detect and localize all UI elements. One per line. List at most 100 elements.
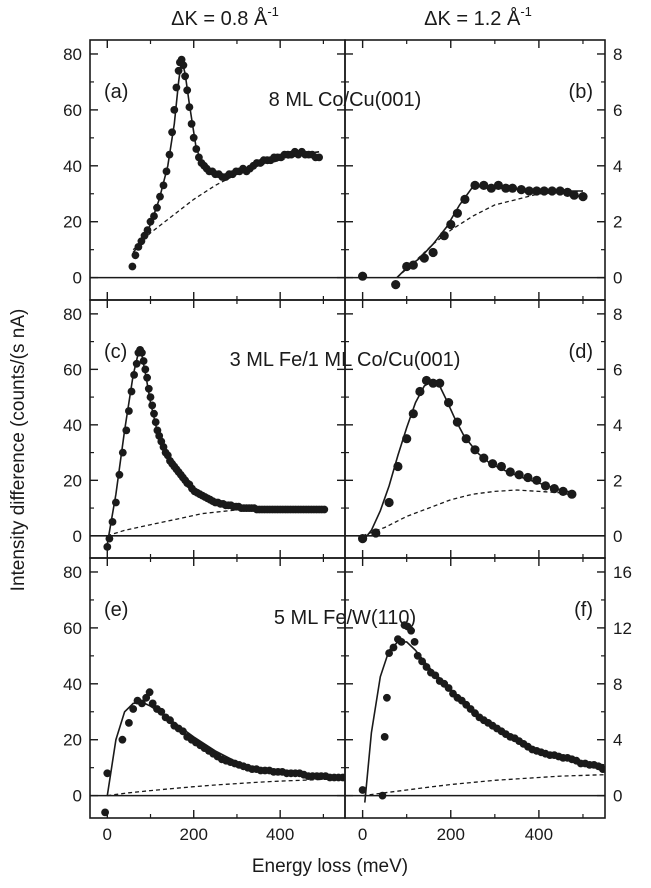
data-point bbox=[103, 769, 112, 778]
data-point bbox=[539, 186, 549, 196]
background-curve bbox=[107, 506, 325, 537]
data-point bbox=[446, 219, 456, 230]
y-tick-label: 40 bbox=[63, 675, 82, 694]
data-point bbox=[105, 534, 114, 543]
data-point bbox=[181, 72, 190, 81]
data-point bbox=[470, 180, 480, 190]
data-point bbox=[380, 733, 389, 741]
y-tick-label: 20 bbox=[63, 471, 82, 490]
data-point bbox=[144, 384, 153, 393]
data-point bbox=[168, 128, 177, 137]
data-point bbox=[187, 120, 196, 128]
data-point bbox=[118, 448, 127, 457]
data-point bbox=[185, 103, 194, 111]
data-point bbox=[148, 401, 157, 410]
data-point bbox=[115, 470, 124, 479]
panel-label-b: (b) bbox=[569, 81, 593, 103]
data-point bbox=[146, 217, 155, 226]
panel-label-e: (e) bbox=[104, 599, 128, 621]
x-tick-label: 200 bbox=[437, 825, 465, 844]
data-point bbox=[444, 684, 453, 692]
data-point bbox=[505, 467, 515, 477]
data-point bbox=[150, 212, 158, 221]
data-point bbox=[192, 145, 201, 153]
data-point bbox=[431, 671, 440, 680]
data-point bbox=[159, 181, 168, 190]
y-tick-label: 60 bbox=[63, 360, 82, 379]
data-point bbox=[397, 638, 406, 646]
fit-curve bbox=[106, 351, 325, 545]
data-point bbox=[108, 518, 117, 526]
x-tick-label: 0 bbox=[358, 825, 367, 844]
column-title-right-exponent: -1 bbox=[520, 4, 532, 19]
y-tick-label: 20 bbox=[63, 731, 82, 750]
data-point bbox=[419, 253, 429, 263]
data-point bbox=[179, 727, 187, 736]
data-point bbox=[103, 543, 112, 551]
data-point bbox=[444, 398, 454, 408]
data-point bbox=[507, 183, 518, 193]
data-point bbox=[428, 378, 438, 388]
data-point bbox=[122, 426, 131, 435]
data-point bbox=[162, 167, 171, 176]
panel-label-a: (a) bbox=[104, 81, 128, 103]
y-tick-label: 40 bbox=[63, 416, 82, 435]
data-point bbox=[384, 497, 394, 508]
y-tick-label: 4 bbox=[613, 416, 622, 435]
data-point bbox=[558, 486, 568, 496]
y-tick-label: 80 bbox=[63, 45, 82, 64]
data-point bbox=[141, 365, 150, 374]
y-tick-label: 8 bbox=[613, 675, 622, 694]
data-point bbox=[170, 106, 179, 114]
column-title-left: ΔK = 0.8 Å-1 bbox=[171, 4, 279, 30]
data-point bbox=[516, 185, 526, 195]
panel-frame bbox=[89, 39, 346, 301]
data-point bbox=[598, 765, 605, 773]
panel-frame bbox=[344, 39, 606, 301]
data-point bbox=[479, 180, 489, 190]
fit-curve bbox=[106, 701, 345, 796]
data-point bbox=[183, 86, 192, 95]
y-axis-title: Intensity difference (counts/(s nA) bbox=[8, 309, 29, 592]
data-point bbox=[523, 472, 533, 483]
data-point bbox=[338, 773, 345, 782]
data-point bbox=[130, 371, 139, 379]
data-point bbox=[139, 357, 148, 365]
data-point bbox=[496, 461, 506, 472]
data-point bbox=[143, 373, 152, 382]
data-point bbox=[118, 735, 127, 744]
y-tick-label: 80 bbox=[63, 305, 82, 324]
column-title-left-main: ΔK = 0.8 Å bbox=[171, 7, 268, 30]
data-point bbox=[470, 445, 480, 455]
data-point bbox=[435, 378, 445, 388]
data-point bbox=[461, 434, 471, 444]
data-point bbox=[124, 719, 133, 727]
panel-b: 0 2 4 6 8 (b) bbox=[344, 39, 622, 301]
data-point bbox=[418, 657, 426, 666]
data-point bbox=[479, 453, 489, 463]
data-point bbox=[166, 716, 174, 725]
fit-curve bbox=[361, 379, 575, 542]
data-point bbox=[501, 183, 511, 193]
data-point bbox=[402, 434, 412, 444]
data-point bbox=[389, 643, 398, 652]
y-tick-label: 6 bbox=[613, 360, 622, 379]
column-title-left-exponent: -1 bbox=[267, 4, 279, 19]
data-point bbox=[452, 208, 462, 218]
x-tick-label: 0 bbox=[103, 825, 112, 844]
y-tick-label: 60 bbox=[63, 619, 82, 638]
data-point bbox=[131, 251, 140, 260]
data-point bbox=[179, 61, 188, 70]
data-point bbox=[549, 484, 559, 494]
panel-frame bbox=[344, 299, 606, 559]
data-point bbox=[460, 194, 470, 204]
data-point bbox=[128, 262, 137, 271]
data-point bbox=[385, 649, 393, 657]
data-point bbox=[428, 247, 438, 258]
data-point bbox=[578, 192, 588, 202]
data-point bbox=[393, 461, 403, 472]
panel-f: 0 4 8 12 16 0 200 400 (f) bbox=[344, 557, 632, 844]
data-point bbox=[146, 393, 155, 401]
